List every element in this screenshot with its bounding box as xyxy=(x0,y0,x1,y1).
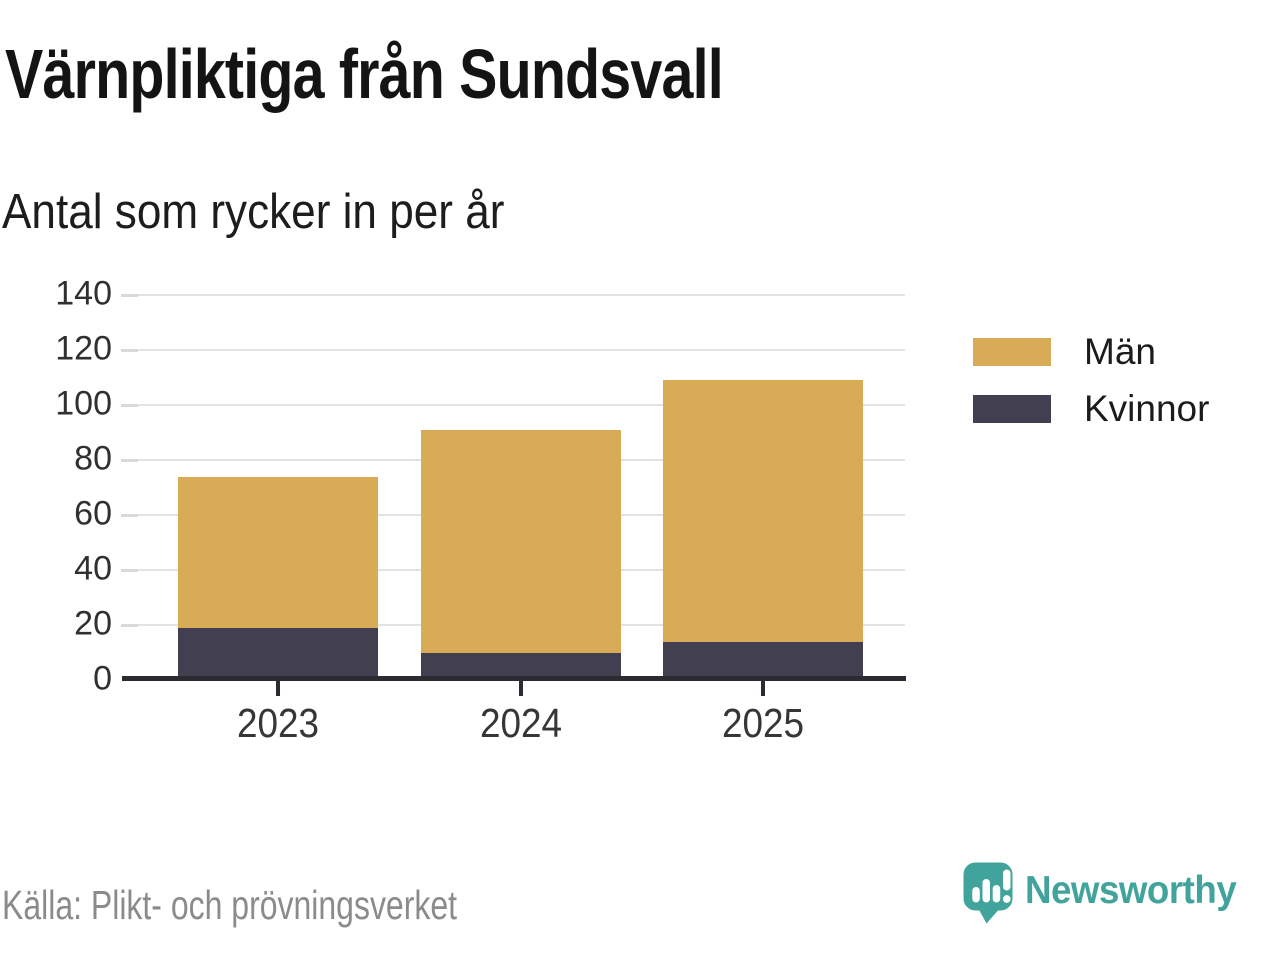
bar-segment-kvinnor-2025 xyxy=(663,641,863,680)
x-axis-line xyxy=(122,676,906,681)
legend-item-män: Män xyxy=(973,331,1209,372)
bar-segment-män-2023 xyxy=(178,476,378,628)
bar-segment-kvinnor-2023 xyxy=(178,627,378,680)
x-axis-label: 2023 xyxy=(236,700,320,746)
y-axis-tick xyxy=(121,404,138,407)
brand-lockup: Newsworthy xyxy=(963,862,1250,924)
gridline xyxy=(138,349,905,351)
y-axis-tick-label: 80 xyxy=(74,439,112,478)
legend-swatch xyxy=(973,395,1051,423)
y-axis-tick-label: 20 xyxy=(74,604,112,643)
y-axis-tick-label: 60 xyxy=(74,494,112,533)
x-axis-tick xyxy=(276,681,280,696)
y-axis-tick xyxy=(121,569,138,572)
y-axis-tick xyxy=(121,349,138,352)
brand-name: Newsworthy xyxy=(1025,869,1237,912)
gridline xyxy=(138,404,905,406)
source-text: Källa: Plikt- och prövningsverket xyxy=(2,882,458,928)
y-axis-tick-label: 120 xyxy=(55,329,112,368)
chart-subtitle: Antal som rycker in per år xyxy=(2,185,505,239)
x-axis-tick xyxy=(519,681,523,696)
x-axis-label: 2025 xyxy=(721,700,805,746)
legend-label: Kvinnor xyxy=(1084,388,1210,429)
legend: Män Kvinnor xyxy=(973,331,1209,452)
x-axis-tick xyxy=(761,681,765,696)
bar-segment-män-2025 xyxy=(663,380,863,642)
gridline xyxy=(138,294,905,296)
newsworthy-logo-icon xyxy=(963,862,1013,924)
bar-segment-kvinnor-2024 xyxy=(421,652,621,680)
y-axis-tick xyxy=(121,624,138,627)
y-axis-tick xyxy=(121,514,138,517)
legend-label: Män xyxy=(1084,331,1156,372)
y-axis-tick-label: 0 xyxy=(93,659,112,698)
y-axis-tick xyxy=(121,294,138,297)
bar-segment-män-2024 xyxy=(421,429,621,653)
x-axis-label: 2024 xyxy=(479,700,563,746)
y-axis-tick-label: 40 xyxy=(74,549,112,588)
y-axis-tick-label: 140 xyxy=(55,274,112,313)
y-axis-tick xyxy=(121,459,138,462)
legend-item-kvinnor: Kvinnor xyxy=(973,388,1209,429)
legend-swatch xyxy=(973,338,1051,366)
chart-title: Värnpliktiga från Sundsvall xyxy=(5,35,724,113)
y-axis-tick-label: 100 xyxy=(55,384,112,423)
